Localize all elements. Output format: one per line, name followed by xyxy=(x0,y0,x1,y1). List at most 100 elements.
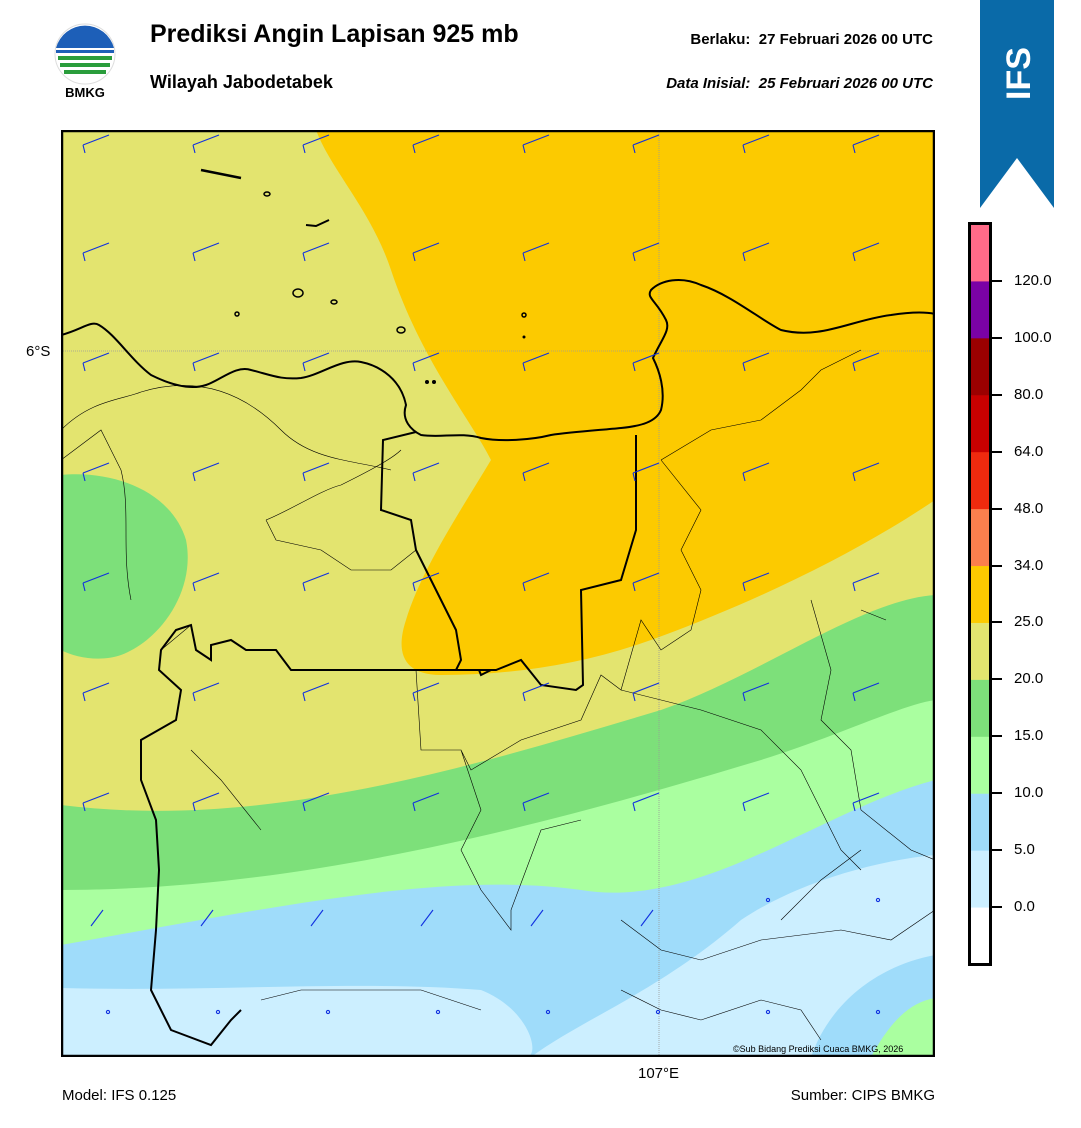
island-4 xyxy=(292,288,304,298)
wind-barb xyxy=(302,572,330,592)
wind-barb xyxy=(412,792,440,812)
colorbar-tick-mark xyxy=(992,279,1002,282)
wind-barb xyxy=(852,242,880,262)
wind-barb xyxy=(192,792,220,812)
island-3 xyxy=(263,191,271,197)
wind-barb xyxy=(412,572,440,592)
colorbar-tick-label: 80.0 xyxy=(1014,385,1044,403)
wind-barb xyxy=(192,352,220,372)
colorbar-frame xyxy=(968,222,992,966)
wind-barb xyxy=(742,352,770,372)
colorbar-tick-label: 64.0 xyxy=(1014,442,1044,460)
colorbar-tick-label: 5.0 xyxy=(1014,841,1035,859)
wind-barb xyxy=(82,682,110,702)
wind-barb xyxy=(420,909,434,927)
wind-barb xyxy=(82,572,110,592)
island-10 xyxy=(521,312,527,318)
wind-calm-marker xyxy=(105,1009,111,1015)
wind-calm-marker xyxy=(655,1009,661,1015)
colorbar-segment xyxy=(970,451,990,510)
colorbar-bar xyxy=(968,222,992,966)
speed-band-15-20-west xyxy=(61,474,188,659)
bmkg-logo: BMKG xyxy=(52,20,118,102)
wind-barb xyxy=(530,909,544,927)
valid-time: Berlaku: 27 Februari 2026 00 UTC xyxy=(690,31,933,48)
wind-barb xyxy=(852,352,880,372)
wind-calm-marker xyxy=(765,897,771,903)
ifs-model-badge: IFS xyxy=(980,0,1054,210)
wind-barb xyxy=(522,242,550,262)
init-time: Data Inisial: 25 Februari 2026 00 UTC xyxy=(666,75,933,92)
wind-barb xyxy=(522,462,550,482)
colorbar-segment xyxy=(970,679,990,737)
colorbar-tick-label: 100.0 xyxy=(1014,328,1052,346)
wind-barb xyxy=(192,572,220,592)
wind-calm-marker xyxy=(215,1009,221,1015)
wind-barb xyxy=(82,462,110,482)
wind-barb xyxy=(302,134,330,154)
map-title: Prediksi Angin Lapisan 925 mb xyxy=(150,20,519,48)
wind-barb xyxy=(522,134,550,154)
wind-barb xyxy=(522,792,550,812)
colorbar-tick-mark xyxy=(992,678,1002,681)
wind-calm-marker xyxy=(545,1009,551,1015)
wind-barb xyxy=(742,134,770,154)
wind-barb xyxy=(200,909,214,927)
wind-barb xyxy=(852,462,880,482)
colorbar-segment xyxy=(970,508,990,567)
province-boundary-east xyxy=(379,431,637,692)
wind-barb xyxy=(82,352,110,372)
wind-barb xyxy=(742,572,770,592)
colorbar-tick-label: 10.0 xyxy=(1014,784,1044,802)
wind-barb xyxy=(742,682,770,702)
colorbar-segment xyxy=(970,736,990,794)
wind-barb xyxy=(632,134,660,154)
colorbar-tick-mark xyxy=(992,393,1002,396)
wind-barb xyxy=(302,242,330,262)
colorbar-tick-mark xyxy=(992,507,1002,510)
copyright-note: ©Sub Bidang Prediksi Cuaca BMKG, 2026 xyxy=(733,1044,904,1054)
colorbar-tick-mark xyxy=(992,849,1002,852)
source-info: Sumber: CIPS BMKG xyxy=(790,1087,935,1104)
colorbar-tick-label: 48.0 xyxy=(1014,499,1044,517)
wind-barb xyxy=(632,572,660,592)
colorbar-segment xyxy=(970,565,990,623)
wind-calm-marker xyxy=(875,897,881,903)
speed-band-0-5-west xyxy=(61,985,533,1057)
wind-barb xyxy=(742,792,770,812)
wind-barbs xyxy=(82,134,881,1015)
init-value: 25 Februari 2026 00 UTC xyxy=(758,75,933,92)
wind-map xyxy=(60,129,936,1058)
colorbar-segment xyxy=(970,280,990,339)
wind-barb xyxy=(82,792,110,812)
wind-calm-marker xyxy=(765,1009,771,1015)
wind-calm-marker xyxy=(875,1009,881,1015)
wind-barb xyxy=(632,792,660,812)
colorbar-segment xyxy=(970,224,990,282)
wind-barb xyxy=(632,242,660,262)
wind-barb xyxy=(90,909,104,927)
wind-barb xyxy=(412,242,440,262)
island-5 xyxy=(330,299,338,305)
wind-barb xyxy=(82,134,110,154)
wind-barb xyxy=(192,462,220,482)
wind-barb xyxy=(640,909,654,927)
speed-band-10-15-corner xyxy=(871,998,935,1057)
valid-label: Berlaku: xyxy=(690,31,751,48)
wind-barb xyxy=(412,682,440,702)
wind-barb xyxy=(522,352,550,372)
island-11 xyxy=(522,335,526,339)
wind-calm-marker xyxy=(325,1009,331,1015)
latitude-label: 6°S xyxy=(26,343,51,360)
init-label: Data Inisial: xyxy=(666,75,751,92)
wind-barb xyxy=(192,242,220,262)
colorbar-segment xyxy=(970,793,990,851)
island-1 xyxy=(200,168,242,180)
colorbar-segment xyxy=(970,622,990,680)
island-9 xyxy=(234,311,240,317)
wind-barb xyxy=(412,352,440,372)
colorbar-tick-label: 25.0 xyxy=(1014,613,1044,631)
model-info: Model: IFS 0.125 xyxy=(62,1087,177,1104)
colorbar-tick-mark xyxy=(992,564,1002,567)
wind-barb xyxy=(302,792,330,812)
